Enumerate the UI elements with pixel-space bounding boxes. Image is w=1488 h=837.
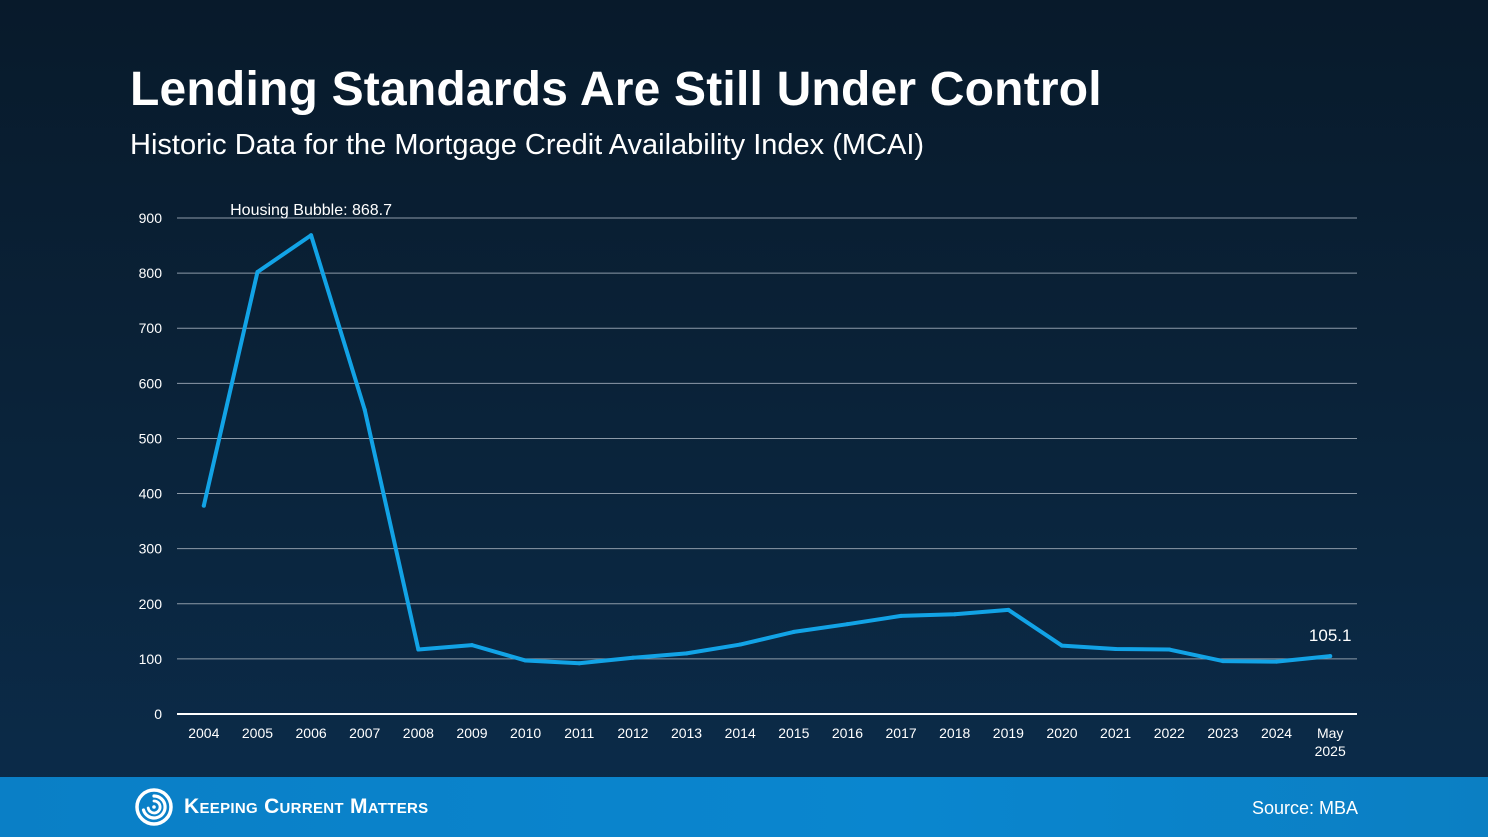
chart-title: Lending Standards Are Still Under Contro… (130, 63, 1102, 116)
x-tick-label: 2013 (671, 725, 702, 741)
x-tick-label: 2016 (832, 725, 863, 741)
x-tick-label: 2021 (1100, 725, 1131, 741)
x-tick-label: 2010 (510, 725, 541, 741)
data-point-2024 (1274, 659, 1279, 664)
data-point-2009 (470, 643, 474, 648)
data-point-2022 (1167, 647, 1172, 652)
x-tick-label: 2009 (456, 725, 487, 741)
data-point-2010 (523, 658, 528, 663)
data-point-2012 (630, 655, 635, 660)
data-point-2007 (362, 407, 367, 412)
chart-subtitle: Historic Data for the Mortgage Credit Av… (130, 129, 925, 161)
y-tick-label: 900 (139, 210, 163, 226)
brand-name: Keeping Current Matters (184, 795, 429, 818)
x-tick-label: 2011 (564, 725, 594, 741)
x-tick-label: 2017 (886, 725, 917, 741)
y-tick-label: 700 (139, 320, 163, 336)
x-tick-label: 2014 (725, 725, 756, 741)
data-point-2008 (416, 647, 421, 652)
y-tick-label: 200 (139, 596, 163, 612)
series-line-mcai (201, 233, 1333, 666)
x-tick-label: 2004 (188, 725, 219, 741)
x-tick-label: 2008 (403, 725, 434, 741)
data-point-2004 (201, 503, 206, 508)
data-point-May-2025 (1328, 654, 1333, 659)
data-point-2014 (738, 642, 743, 647)
data-point-2019 (1006, 607, 1011, 612)
y-tick-label: 600 (139, 375, 163, 391)
x-tick-label: 2020 (1046, 725, 1077, 741)
data-point-2018 (952, 612, 957, 617)
data-point-2023 (1220, 659, 1225, 664)
y-tick-label: 500 (139, 430, 163, 446)
y-tick-label: 800 (139, 265, 163, 281)
data-point-2005 (255, 270, 260, 275)
y-tick-label: 400 (139, 486, 163, 502)
data-point-2017 (899, 613, 904, 618)
data-point-2006 (309, 233, 314, 238)
x-tick-label: 2024 (1261, 725, 1292, 741)
data-point-2013 (684, 651, 689, 656)
x-tick-label: 2006 (296, 725, 327, 741)
footer-bar: Keeping Current Matters Source: MBA (0, 777, 1488, 837)
x-tick-label: 2022 (1154, 725, 1185, 741)
mcai-line-chart: 0 100 200 300 400 500 600 700 800 900 2004 2005 2006… (139, 202, 1357, 759)
y-tick-label: 0 (154, 706, 162, 722)
x-tick-label: 2007 (349, 725, 380, 741)
x-tick-label: 2005 (242, 725, 273, 741)
data-point-2015 (791, 629, 796, 634)
annotation-latest-value: 105.1 (1309, 626, 1352, 645)
x-tick-label: 2023 (1207, 725, 1238, 741)
y-tick-label: 100 (139, 651, 163, 667)
x-tick-label: May 2025 (1315, 725, 1346, 759)
x-tick-label: 2019 (993, 725, 1024, 741)
x-tick-label: 2015 (778, 725, 809, 741)
data-point-2011 (577, 661, 582, 666)
data-point-2021 (1113, 646, 1118, 651)
x-tick-label: 2012 (617, 725, 648, 741)
data-point-2020 (1060, 643, 1064, 648)
swirl-logo-icon (135, 788, 173, 826)
annotation-housing-bubble: Housing Bubble: 868.7 (230, 202, 392, 219)
kcm-logo: Keeping Current Matters (134, 787, 428, 827)
data-point-2016 (845, 622, 850, 627)
source-label: Source: MBA (1251, 798, 1358, 818)
x-tick-label: 2018 (939, 725, 970, 741)
y-tick-label: 300 (139, 541, 163, 557)
